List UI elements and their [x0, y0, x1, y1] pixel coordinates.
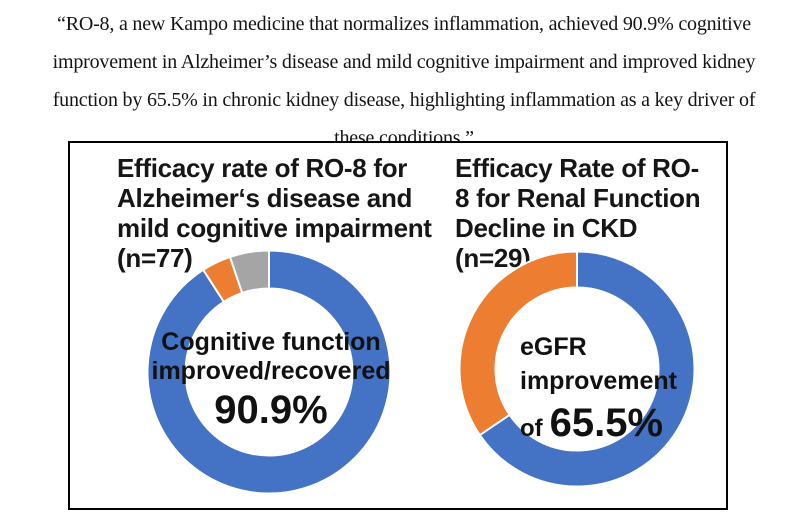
chart-title-line: 8 for Renal Function	[455, 183, 701, 213]
donut-chart-alzheimers	[146, 249, 392, 495]
quote-line: improvement in Alzheimer’s disease and m…	[52, 51, 756, 73]
quote-text: “RO-8, a new Kampo medicine that normali…	[0, 5, 808, 157]
charts-panel: Efficacy rate of RO-8 for Alzheimer‘s di…	[68, 141, 728, 510]
donut-segment	[228, 249, 270, 295]
chart-sample-size: (n=77)	[117, 243, 193, 273]
chart-title-line: Efficacy rate of RO-8 for	[117, 153, 408, 183]
chart-title-ckd: Efficacy Rate of RO- 8 for Renal Functio…	[455, 153, 735, 273]
donut-chart-ckd	[458, 250, 696, 488]
center-label-line: improvement	[520, 367, 677, 395]
chart-title-alzheimers: Efficacy rate of RO-8 for Alzheimer‘s di…	[117, 153, 457, 273]
quote-line: “RO-8, a new Kampo medicine that normali…	[57, 13, 751, 35]
center-label-line: improved/recovered	[151, 357, 391, 385]
chart-title-line: mild cognitive impairment	[117, 213, 432, 243]
chart-title-line: Efficacy Rate of RO-	[455, 153, 699, 183]
center-value: 90.9%	[214, 388, 328, 432]
center-label-line: eGFR	[520, 333, 587, 361]
donut-center-label-alzheimers: Cognitive function improved/recovered 90…	[140, 328, 402, 434]
center-value-prefix: of	[520, 415, 543, 442]
center-value-line: of 65.5%	[520, 400, 700, 452]
donut-center-label-ckd: eGFR improvement of 65.5%	[520, 330, 700, 452]
chart-title-line: Decline in CKD	[455, 213, 638, 243]
center-label-line: Cognitive function	[161, 328, 381, 356]
donut-segment	[458, 250, 578, 437]
chart-title-line: Alzheimer‘s disease and	[117, 183, 413, 213]
donut-segment	[146, 249, 392, 495]
quote-line: function by 65.5% in chronic kidney dise…	[52, 89, 756, 111]
center-value: 65.5%	[549, 401, 664, 445]
donut-segment	[478, 250, 696, 488]
